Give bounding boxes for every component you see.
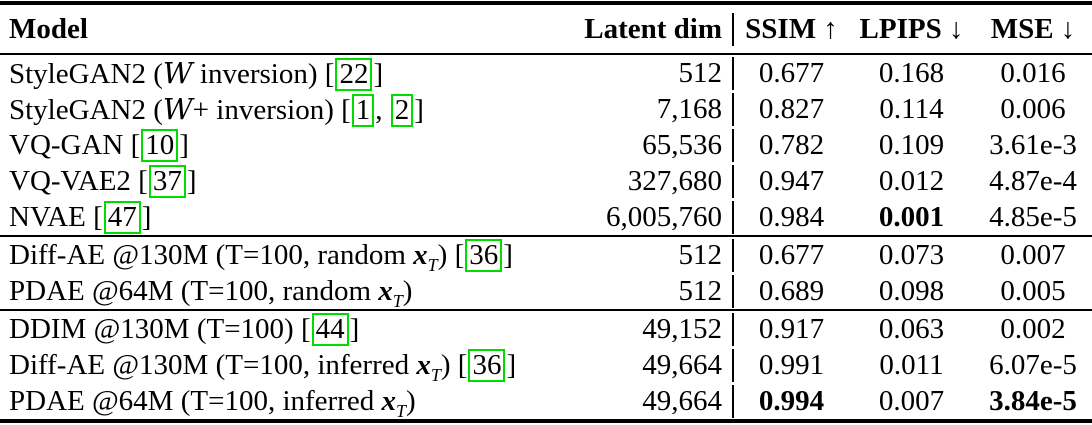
citation-link[interactable]: 37 [148,164,186,198]
latent-dim-cell: 65,536 [547,128,734,162]
model-cell: StyleGAN2 (W+ inversion) [1, 2] [9,91,424,127]
math-subscript: T [395,400,406,421]
model-cell: Diff-AE @130M (T=100, random xT) [36] [9,238,513,275]
mse-cell: 3.84e-5 [989,384,1077,417]
latent-dim-cell: 49,664 [547,384,734,418]
math-subscript: T [430,364,441,385]
model-cell: PDAE @64M (T=100, inferred xT) [9,384,416,421]
header-latent-dim: Latent dim [547,12,734,46]
math-x-symbol: x [378,274,393,307]
mse-cell: 0.006 [1000,92,1066,125]
lpips-cell: 0.109 [878,128,945,161]
citation-link[interactable]: 47 [103,200,141,234]
ssim-cell: 0.984 [758,200,825,233]
bottom-rule [0,419,1092,423]
ssim-cell: 0.689 [758,274,825,307]
latent-dim-cell: 7,168 [547,92,734,126]
table-row: DDIM @130M (T=100) [44] 49,152 0.917 0.063 0… [0,311,1092,347]
ssim-cell: 0.994 [758,384,825,417]
ssim-cell: 0.917 [758,312,825,345]
mse-cell: 0.016 [1000,56,1066,89]
lpips-cell: 0.098 [878,274,945,307]
header-mse: MSE ↓ [990,12,1076,45]
header-ssim: SSIM ↑ [745,12,838,45]
model-cell: VQ-VAE2 [37] [9,164,197,198]
mathcal-symbol: W [162,55,193,90]
table-row: PDAE @64M (T=100, inferred xT) 49,664 0.99… [0,383,1092,419]
latent-dim-cell: 327,680 [547,164,734,198]
model-cell: PDAE @64M (T=100, random xT) [9,274,413,311]
model-cell: NVAE [47] [9,200,152,234]
lpips-cell: 0.012 [878,164,945,197]
lpips-cell: 0.073 [878,238,945,271]
lpips-cell: 0.168 [878,56,945,89]
top-rule [0,1,1092,5]
ssim-cell: 0.991 [758,348,825,381]
table-body: StyleGAN2 (W inversion) [22] 512 0.677 0.16… [0,55,1092,419]
citation-link[interactable]: 1 [351,93,375,127]
table-row: NVAE [47] 6,005,760 0.984 0.001 4.85e-5 [0,199,1092,235]
lpips-cell: 0.007 [878,384,945,417]
lpips-cell: 0.063 [878,312,945,345]
latent-dim-cell: 512 [547,274,734,308]
table-row: Diff-AE @130M (T=100, inferred xT) [36] 4… [0,347,1092,383]
table-row: PDAE @64M (T=100, random xT) 512 0.689 0.09… [0,273,1092,309]
math-subscript: T [392,290,403,311]
lpips-cell: 0.114 [879,92,944,125]
lpips-cell: 0.011 [879,348,944,381]
table-row: StyleGAN2 (W inversion) [22] 512 0.677 0.16… [0,55,1092,91]
citation-link[interactable]: 36 [468,348,506,382]
table-row: Diff-AE @130M (T=100, random xT) [36] 512… [0,237,1092,273]
mse-cell: 0.007 [1000,238,1066,271]
lpips-cell: 0.001 [878,200,945,233]
model-cell: DDIM @130M (T=100) [44] [9,312,360,346]
table-row: VQ-GAN [10] 65,536 0.782 0.109 3.61e-3 [0,127,1092,163]
mse-cell: 0.005 [1000,274,1066,307]
table-row: VQ-VAE2 [37] 327,680 0.947 0.012 4.87e-4 [0,163,1092,199]
latent-dim-cell: 49,152 [547,312,734,346]
citation-link[interactable]: 44 [311,312,349,346]
ssim-cell: 0.677 [758,56,825,89]
math-x-symbol: x [416,348,431,381]
citation-link[interactable]: 36 [465,238,503,272]
header-rule [0,53,1092,55]
model-cell: StyleGAN2 (W inversion) [22] [9,55,384,91]
math-x-symbol: x [381,384,396,417]
mse-cell: 4.87e-4 [989,164,1077,197]
mse-cell: 3.61e-3 [989,128,1077,161]
ssim-cell: 0.782 [758,128,825,161]
header-lpips: LPIPS ↓ [859,12,964,45]
math-subscript: T [427,254,438,275]
model-cell: Diff-AE @130M (T=100, inferred xT) [36] [9,348,517,385]
mse-cell: 6.07e-5 [989,348,1077,381]
ssim-cell: 0.827 [758,92,825,125]
math-x-symbol: x [413,238,428,271]
ssim-cell: 0.947 [758,164,825,197]
group-divider-rule [0,309,1092,311]
citation-link[interactable]: 10 [141,128,179,162]
latent-dim-cell: 6,005,760 [547,200,734,234]
table-header-row: Model Latent dim SSIM ↑ LPIPS ↓ MSE ↓ [0,5,1092,53]
model-cell: VQ-GAN [10] [9,128,189,162]
header-model: Model [9,12,88,45]
latent-dim-cell: 49,664 [547,348,734,382]
citation-link[interactable]: 22 [335,57,373,91]
group-divider-rule [0,235,1092,237]
table-row: StyleGAN2 (W+ inversion) [1, 2] 7,168 0.82… [0,91,1092,127]
citation-link[interactable]: 2 [390,93,414,127]
mse-cell: 0.002 [1000,312,1066,345]
mse-cell: 4.85e-5 [989,200,1077,233]
latent-dim-cell: 512 [547,238,734,272]
latent-dim-cell: 512 [547,56,734,90]
ssim-cell: 0.677 [758,238,825,271]
mathcal-symbol: W [162,91,193,126]
